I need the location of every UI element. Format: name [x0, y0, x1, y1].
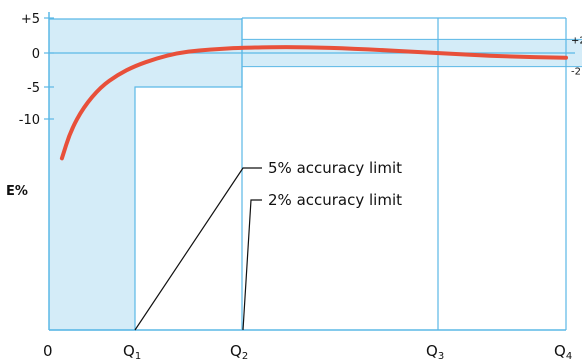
- y-tick-label: 0: [32, 47, 40, 62]
- leader-2-percent: [242, 199, 262, 331]
- x-tick-labels: 0 Q1 Q2 Q3 Q4: [43, 342, 572, 362]
- band-5-percent: [49, 19, 242, 330]
- y-tick-label: -5: [27, 81, 40, 96]
- x-tick-label: Q4: [554, 342, 572, 362]
- y-tick-label: +5: [21, 12, 40, 27]
- y-tick-labels: +5 0 -5 -10: [19, 12, 54, 128]
- annotations: 5% accuracy limit 2% accuracy limit +2 -2: [134, 35, 582, 331]
- x-tick-label: Q3: [426, 342, 444, 362]
- right-edge-label-lower: -2: [571, 67, 581, 78]
- error-curve-layer: [59, 45, 568, 161]
- y-tick-label: -10: [19, 113, 40, 128]
- y-axis-label: E%: [6, 184, 28, 199]
- x-tick-label: Q1: [123, 342, 141, 362]
- x-tick-label: 0: [43, 342, 53, 360]
- leader-5-percent: [134, 167, 262, 331]
- annotation-2-percent: 2% accuracy limit: [268, 191, 402, 209]
- annotation-5-percent: 5% accuracy limit: [268, 159, 402, 177]
- right-edge-label-upper: +2: [571, 35, 582, 46]
- axes: [48, 12, 575, 331]
- error-curve: [59, 45, 568, 161]
- x-tick-label: Q2: [230, 342, 248, 362]
